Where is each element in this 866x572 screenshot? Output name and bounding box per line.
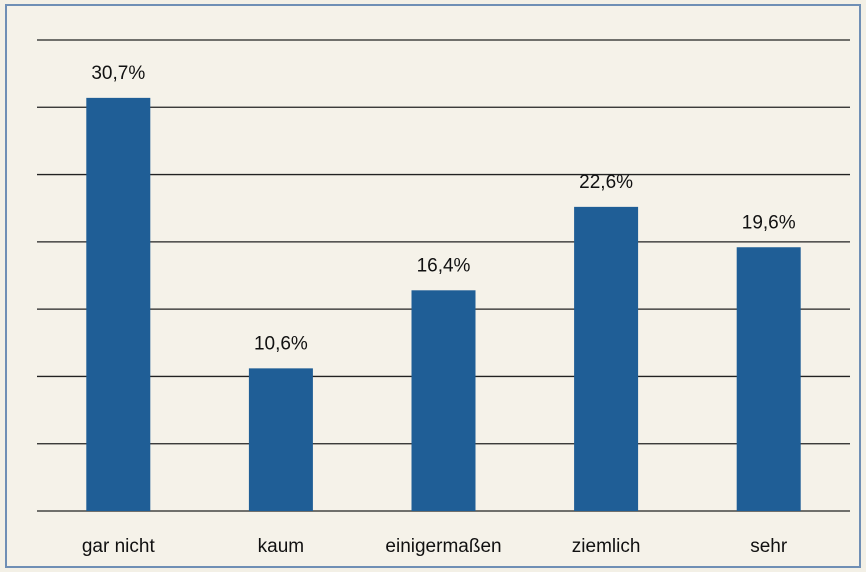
x-tick-label: gar nicht — [82, 536, 156, 557]
x-tick-label: einigermaßen — [385, 536, 501, 557]
value-label: 22,6% — [579, 172, 633, 193]
value-label: 16,4% — [417, 255, 471, 276]
bar — [574, 206, 639, 511]
bar — [411, 290, 476, 511]
x-tick-label: kaum — [258, 536, 304, 557]
value-label: 30,7% — [91, 63, 145, 84]
x-tick-label: sehr — [750, 536, 788, 557]
bar — [736, 247, 801, 512]
bar — [248, 368, 313, 511]
bar — [86, 97, 151, 511]
x-tick-label: ziemlich — [572, 536, 641, 557]
value-label: 10,6% — [254, 333, 308, 354]
value-label: 19,6% — [742, 212, 796, 233]
